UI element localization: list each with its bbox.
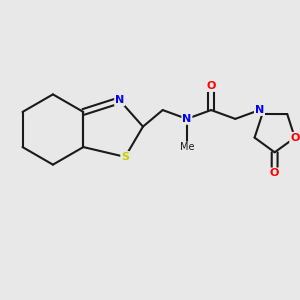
Text: N: N [182, 114, 191, 124]
Text: N: N [115, 95, 124, 105]
Text: O: O [290, 133, 299, 143]
Text: N: N [255, 105, 264, 115]
Text: Me: Me [180, 142, 194, 152]
Text: O: O [270, 168, 279, 178]
Text: O: O [206, 81, 216, 91]
Text: S: S [121, 152, 129, 162]
